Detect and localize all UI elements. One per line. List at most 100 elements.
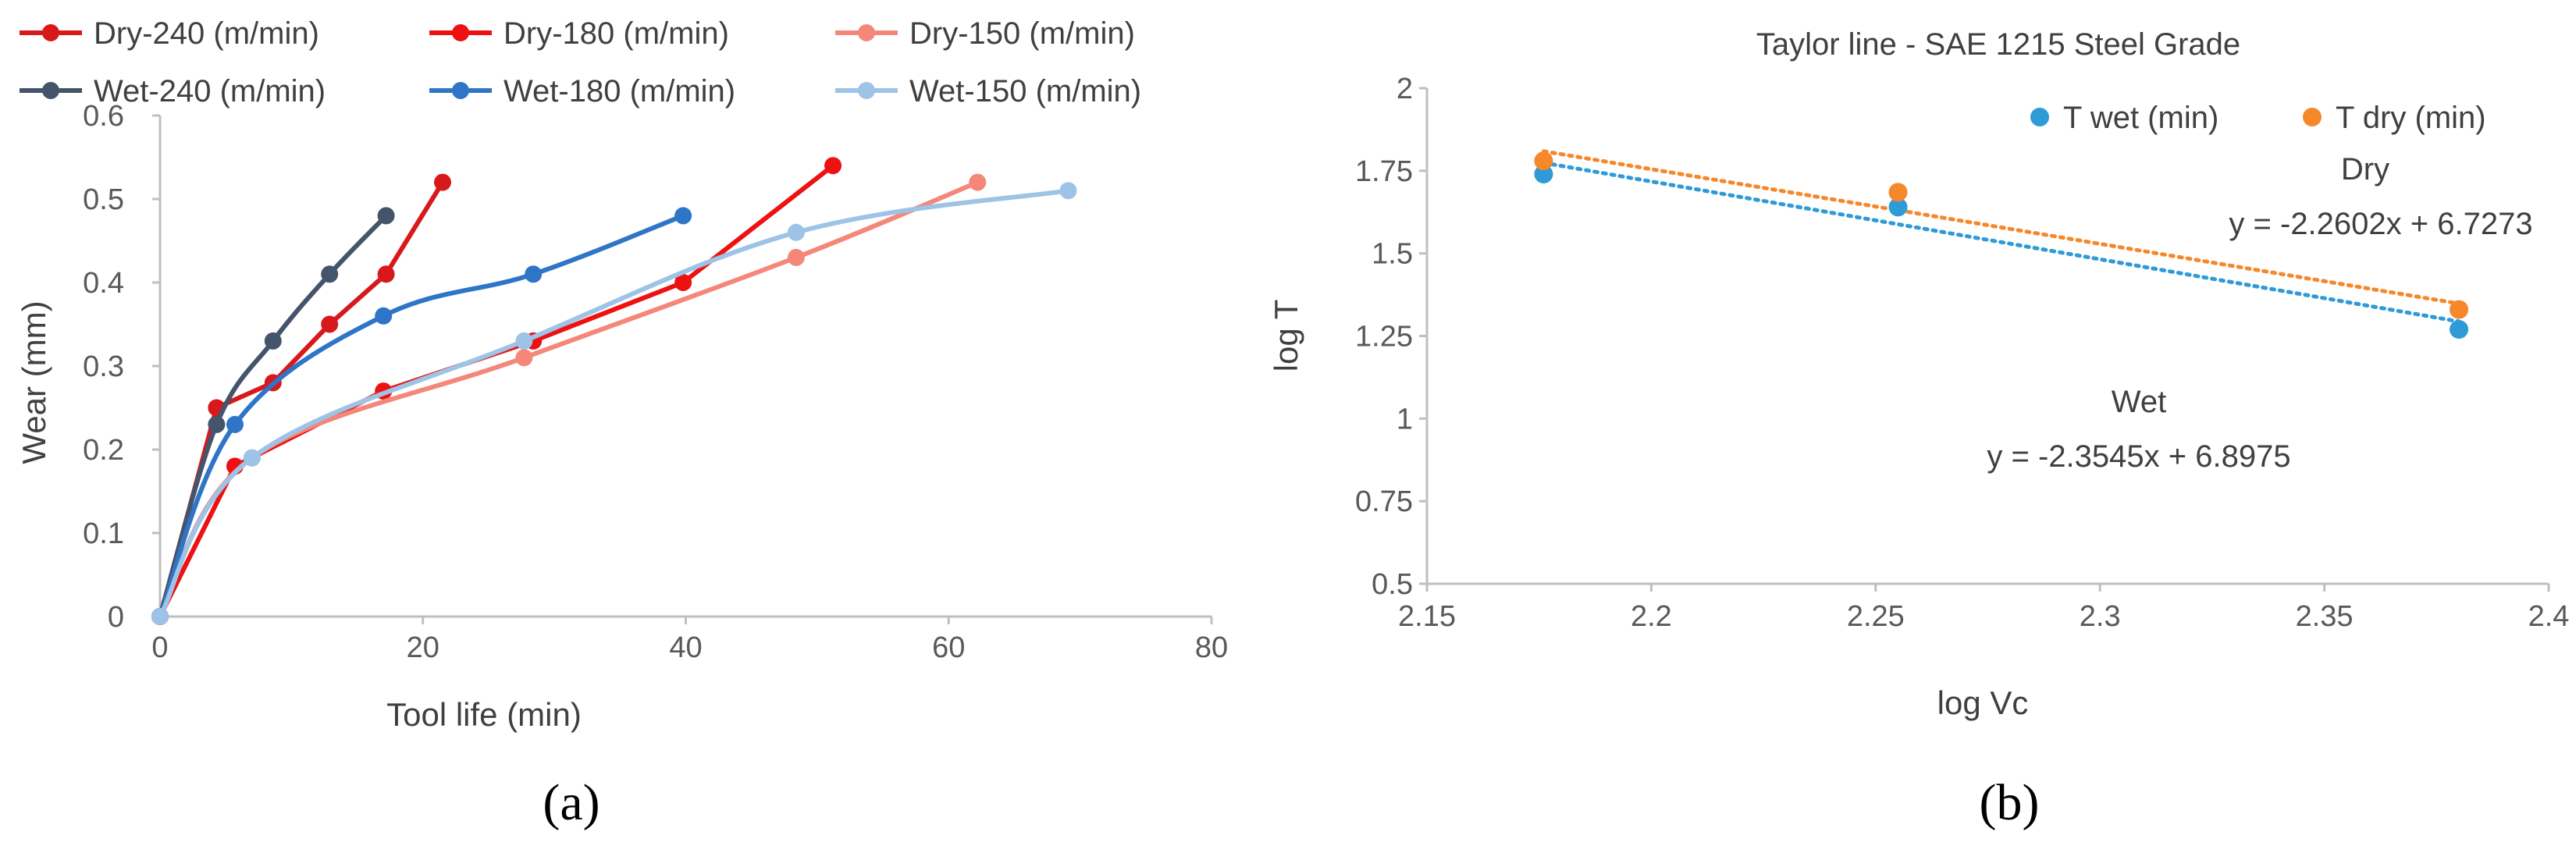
panel-a-data-point (515, 349, 533, 367)
panel-a-legend-label: Wet-150 (m/min) (909, 74, 1141, 108)
panel-b-y-tick-label: 1.75 (1355, 155, 1413, 188)
panel-b-y-tick-label: 1 (1397, 403, 1413, 435)
panel-a-y-ticks: 0 0.1 0.2 0.3 0.4 0.5 0.6 (83, 100, 160, 634)
panel-a-data-point (264, 332, 282, 350)
panel-a-x-ticks: 0 20 40 60 80 (151, 617, 1228, 664)
panel-b-trendline-equation-dry: y = -2.2602x + 6.7273 (2229, 207, 2532, 241)
panel-a-data-point (375, 307, 393, 325)
panel-a-legend-label: Wet-240 (m/min) (94, 74, 326, 108)
panel-b-legend-label: T dry (min) (2336, 101, 2486, 135)
panel-a-x-tick-label: 60 (932, 631, 965, 664)
panel-a-legend-label: Wet-180 (m/min) (503, 74, 735, 108)
panel-b-data-point (1888, 197, 1908, 217)
panel-a-y-tick-label: 0.4 (83, 267, 124, 300)
panel-a-legend-marker (858, 82, 875, 99)
panel-a-legend-item: Wet-180 (m/min) (429, 74, 735, 108)
panel-a-x-tick-label: 20 (407, 631, 439, 664)
panel-b-trendline-dry (1541, 149, 2461, 306)
panel-a-series-line-5 (158, 188, 1071, 619)
panel-b-data-point (1888, 183, 1908, 202)
panel-b-legend-item: T dry (min) (2303, 101, 2486, 135)
panel-b-x-tick-label: 2.25 (1847, 600, 1905, 633)
panel-a-data-point (525, 265, 543, 283)
panel-a-data-point (377, 207, 395, 225)
panel-b-data-point (2450, 300, 2469, 319)
panel-b-caption-label: (b) (1980, 774, 2040, 831)
panel-b-annotations: Wet y = -2.3545x + 6.8975 Dry y = -2.2602x … (1987, 152, 2532, 474)
panel-a-series (151, 157, 1077, 625)
panel-a-legend-marker (42, 24, 59, 41)
panel-a-data-point (377, 265, 395, 283)
panel-a-legend-label: Dry-240 (m/min) (94, 16, 319, 51)
panel-b-chart: Taylor line - SAE 1215 Steel Grade 2.15 2… (1268, 27, 2569, 831)
panel-b-x-tick-label: 2.4 (2528, 600, 2570, 633)
panel-b-y-tick-label: 2 (1397, 73, 1413, 105)
panel-a-caption-label: (a) (543, 774, 600, 831)
panel-a-y-tick-label: 0 (108, 601, 124, 634)
panel-b-y-tick-label: 0.75 (1355, 485, 1413, 518)
panel-a-data-point (321, 265, 339, 283)
panel-a-data-point (824, 157, 842, 175)
panel-a-data-point (208, 415, 226, 433)
panel-a-y-tick-label: 0.3 (83, 350, 124, 383)
panel-b-trendline-wet (1541, 161, 2461, 324)
panel-a-legend-marker (452, 24, 469, 41)
panel-a-series-line-1 (158, 163, 836, 619)
panel-a-legend-item: Dry-240 (m/min) (20, 16, 319, 51)
panel-b-x-axis-label: log Vc (1937, 684, 2029, 721)
panel-a-chart: 0 20 40 60 80 0 0.1 0.2 0.3 0.4 0.5 0.6 Dry-240 (m… (16, 16, 1228, 831)
panel-b-title: Taylor line - SAE 1215 Steel Grade (1756, 27, 2240, 62)
panel-a-data-point (243, 449, 261, 467)
panel-b-y-tick-label: 1.5 (1372, 238, 1413, 271)
panel-a-x-axis-label: Tool life (min) (386, 696, 582, 733)
panel-a-legend-marker (452, 82, 469, 99)
panel-b-legend: T wet (min) T dry (min) (2030, 101, 2486, 135)
panel-a-legend-item: Dry-180 (m/min) (429, 16, 729, 51)
panel-a-data-point (674, 207, 692, 225)
panel-b-x-tick-label: 2.35 (2296, 600, 2354, 633)
panel-a-data-point (226, 415, 244, 433)
panel-b-x-tick-label: 2.2 (1631, 600, 1672, 633)
panel-b-legend-marker (2030, 108, 2049, 126)
panel-a-legend: Dry-240 (m/min) Dry-180 (m/min) Dry-150 (m… (20, 16, 1141, 108)
panel-b-x-ticks: 2.15 2.2 2.25 2.3 2.35 2.4 (1398, 584, 2569, 633)
panel-a-data-point (787, 223, 805, 241)
panel-a-legend-label: Dry-150 (m/min) (909, 16, 1135, 51)
panel-a-series-line-4 (158, 213, 686, 619)
panel-b-y-tick-label: 1.25 (1355, 321, 1413, 354)
panel-b-trendlines (1541, 149, 2461, 324)
panel-a-y-tick-label: 0.2 (83, 434, 124, 467)
panel-b-points (1534, 151, 2469, 339)
panel-b-y-tick-label: 0.5 (1372, 568, 1413, 601)
panel-b-data-point (2450, 320, 2469, 339)
panel-a-legend-marker (858, 24, 875, 41)
panel-a-legend-item: Dry-150 (m/min) (835, 16, 1135, 51)
panel-a-data-point (151, 608, 169, 625)
panel-a-y-tick-label: 0.6 (83, 100, 124, 133)
panel-a-legend-marker (42, 82, 59, 99)
panel-b-x-tick-label: 2.15 (1398, 600, 1456, 633)
panel-a-x-tick-label: 80 (1195, 631, 1228, 664)
panel-a-data-point (1059, 182, 1077, 200)
panel-b-trendline-name-dry: Dry (2341, 152, 2389, 187)
panel-a-series-line-2 (158, 179, 980, 619)
panel-a-y-tick-label: 0.1 (83, 517, 124, 550)
panel-a-x-tick-label: 0 (151, 631, 168, 664)
panel-a-data-point (515, 332, 533, 350)
panel-b-trendline-equation-wet: y = -2.3545x + 6.8975 (1987, 439, 2290, 474)
panel-a-data-point (969, 173, 987, 191)
panel-a-series-line-3 (158, 213, 389, 619)
panel-a-data-point (674, 274, 692, 291)
panel-a-legend-label: Dry-180 (m/min) (503, 16, 729, 51)
panel-b-y-axis-label: log T (1268, 300, 1304, 372)
panel-a-data-point (321, 315, 339, 333)
panel-a-y-tick-label: 0.5 (83, 183, 124, 216)
panel-a-legend-item: Wet-150 (m/min) (835, 74, 1141, 108)
panel-b-trendline-name-wet: Wet (2112, 385, 2166, 419)
panel-a-legend-item: Wet-240 (m/min) (20, 74, 326, 108)
panel-a-y-axis-label: Wear (mm) (16, 300, 52, 464)
panel-b-x-tick-label: 2.3 (2080, 600, 2121, 633)
panel-a-series-line-0 (158, 179, 446, 619)
